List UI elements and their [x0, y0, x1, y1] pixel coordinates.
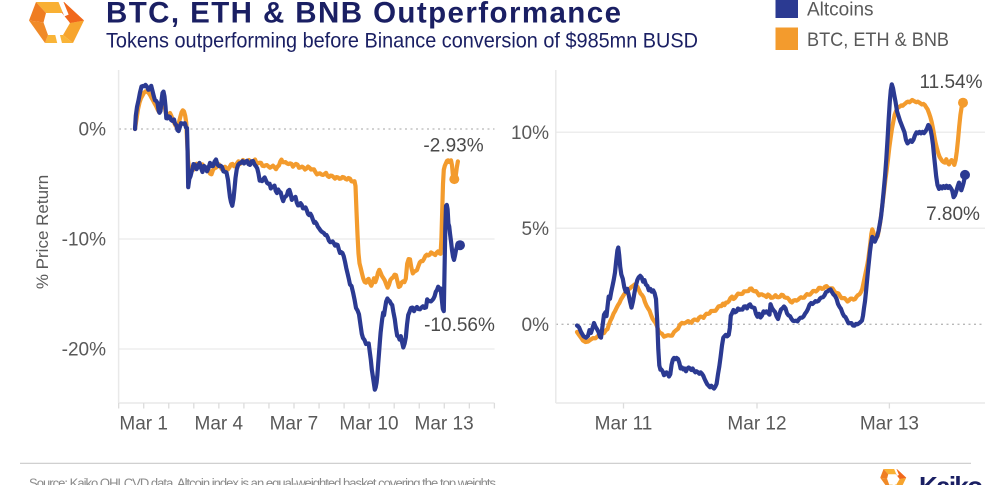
svg-text:Tokens outperforming before Bi: Tokens outperforming before Binance conv…: [106, 30, 698, 53]
svg-text:10%: 10%: [511, 123, 549, 144]
svg-text:Kaiko: Kaiko: [919, 471, 983, 485]
svg-text:Mar 10: Mar 10: [339, 414, 398, 435]
svg-text:Mar 7: Mar 7: [270, 414, 319, 435]
svg-text:Mar 1: Mar 1: [119, 414, 168, 435]
svg-text:-10.56%: -10.56%: [424, 315, 495, 336]
svg-text:Source: Kaiko OHLCVD data. Alt: Source: Kaiko OHLCVD data. Altcoin index…: [29, 476, 497, 485]
svg-text:Mar 4: Mar 4: [195, 414, 244, 435]
svg-text:% Price Return: % Price Return: [33, 175, 52, 289]
svg-text:-2.93%: -2.93%: [423, 136, 483, 157]
svg-text:Mar 13: Mar 13: [860, 414, 919, 435]
svg-text:7.80%: 7.80%: [926, 204, 980, 225]
svg-text:Mar 13: Mar 13: [415, 414, 474, 435]
svg-text:5%: 5%: [522, 219, 550, 240]
svg-text:11.54%: 11.54%: [919, 72, 982, 93]
svg-text:-10%: -10%: [62, 230, 106, 251]
svg-text:-20%: -20%: [62, 340, 106, 361]
svg-text:BTC, ETH & BNB: BTC, ETH & BNB: [807, 30, 949, 51]
svg-text:Mar 12: Mar 12: [727, 414, 786, 435]
svg-text:0%: 0%: [522, 315, 550, 336]
svg-text:Altcoins: Altcoins: [807, 0, 874, 21]
svg-text:BTC, ETH & BNB Outperformance: BTC, ETH & BNB Outperformance: [106, 0, 621, 30]
svg-text:Mar 11: Mar 11: [595, 414, 653, 435]
svg-text:0%: 0%: [79, 120, 107, 141]
